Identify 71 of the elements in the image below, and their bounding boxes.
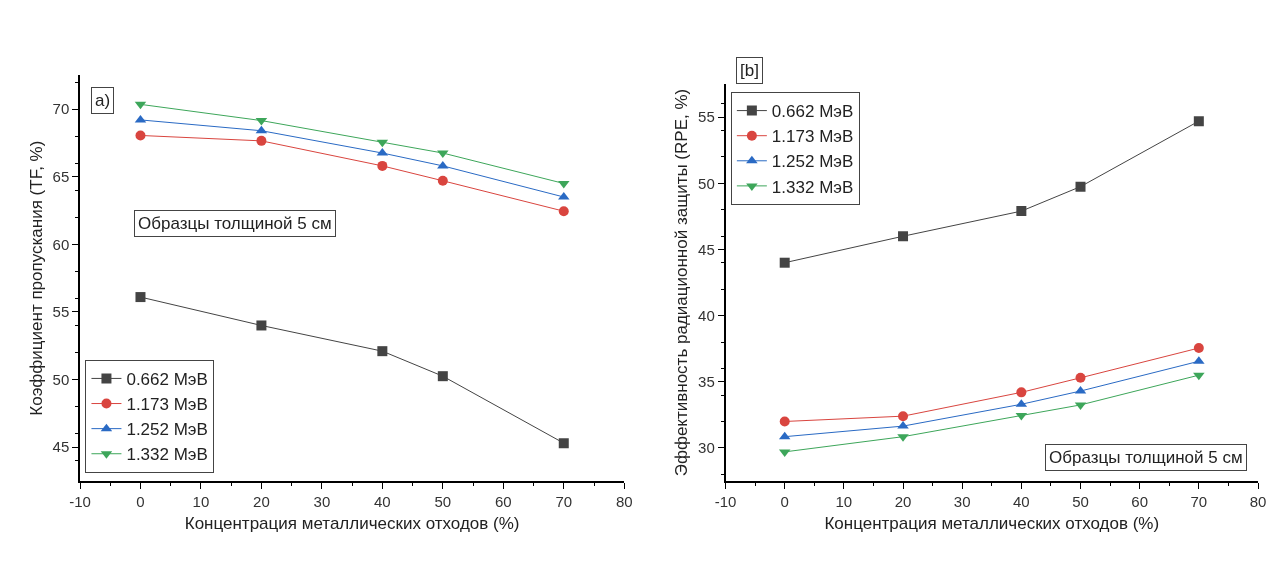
legend-label: 0.662 MэВ: [771, 102, 854, 122]
y-tick-label: 50: [698, 174, 715, 192]
point: [1075, 181, 1086, 192]
x-tick-label: -10: [714, 492, 737, 510]
legend-label: 1.173 MэВ: [771, 127, 854, 147]
y-tick-label: 45: [52, 438, 70, 456]
point: [135, 130, 146, 141]
x-axis-title: Концентрация металлических отходов (%): [824, 513, 1160, 533]
y-tick-label: 50: [52, 370, 70, 388]
legend-label: 1.332 MэВ: [126, 445, 208, 465]
x-tick-label: 70: [555, 492, 573, 510]
y-tick-label: 70: [52, 100, 70, 118]
point: [256, 135, 267, 146]
legend-label: 1.252 MэВ: [126, 420, 208, 440]
y-tick-label: 55: [698, 108, 715, 126]
x-axis-title: Концентрация металлических отходов (%): [184, 513, 520, 533]
y-tick-label: 65: [52, 167, 70, 185]
point: [779, 257, 790, 268]
legend-label: 1.173 MэВ: [126, 395, 208, 415]
x-tick-label: 70: [1190, 492, 1208, 510]
x-tick-label: 10: [192, 492, 210, 510]
point: [1016, 206, 1027, 217]
point: [1193, 116, 1204, 127]
x-tick-label: 20: [894, 492, 912, 510]
y-tick-label: 45: [698, 240, 715, 258]
point: [256, 320, 267, 331]
point: [779, 416, 790, 427]
annotation: Образцы толщиной 5 см: [1049, 448, 1243, 467]
point: [377, 346, 388, 357]
annotation: Образцы толщиной 5 см: [138, 214, 332, 233]
x-tick-label: 30: [313, 492, 331, 510]
point: [437, 371, 448, 382]
x-tick-label: 60: [494, 492, 512, 510]
point: [558, 438, 569, 449]
x-tick-label: 50: [1072, 492, 1089, 510]
annotation: a): [95, 91, 111, 110]
y-tick-label: 40: [698, 306, 715, 324]
legend-label: 1.252 MэВ: [771, 152, 854, 172]
x-tick-label: 40: [374, 492, 391, 510]
y-axis-title: Эффективность радиационной защиты (RPE, %): [672, 88, 692, 477]
x-tick-label: 30: [953, 492, 971, 510]
point: [377, 160, 388, 171]
point: [1193, 343, 1204, 354]
y-tick-label: 30: [698, 439, 715, 457]
y-axis-title: Коэффициент пропускания (TF, %): [26, 140, 46, 416]
x-tick-label: 60: [1131, 492, 1149, 510]
x-tick-label: 10: [835, 492, 853, 510]
text: [b]: [740, 61, 759, 80]
point: [1075, 372, 1086, 383]
x-tick-label: 80: [1249, 492, 1267, 510]
point: [898, 411, 909, 422]
y-tick-label: 55: [52, 303, 70, 321]
point: [437, 175, 448, 186]
x-tick-label: 20: [253, 492, 270, 510]
point: [1193, 372, 1205, 381]
point: [558, 180, 570, 189]
legend-label: 0.662 MэВ: [126, 370, 208, 390]
x-tick-label: 40: [1013, 492, 1030, 510]
x-tick-label: 80: [615, 492, 633, 510]
point: [898, 231, 909, 242]
point: [135, 292, 146, 303]
point: [558, 206, 569, 217]
x-tick-label: 0: [136, 492, 145, 510]
y-tick-label: 60: [52, 235, 70, 253]
point: [437, 160, 449, 169]
x-tick-label: -10: [69, 492, 91, 510]
y-tick-label: 35: [698, 373, 715, 391]
point: [1016, 387, 1027, 398]
legend-label: 1.332 MэВ: [771, 177, 854, 197]
x-tick-label: 50: [434, 492, 452, 510]
x-tick-label: 0: [780, 492, 789, 510]
